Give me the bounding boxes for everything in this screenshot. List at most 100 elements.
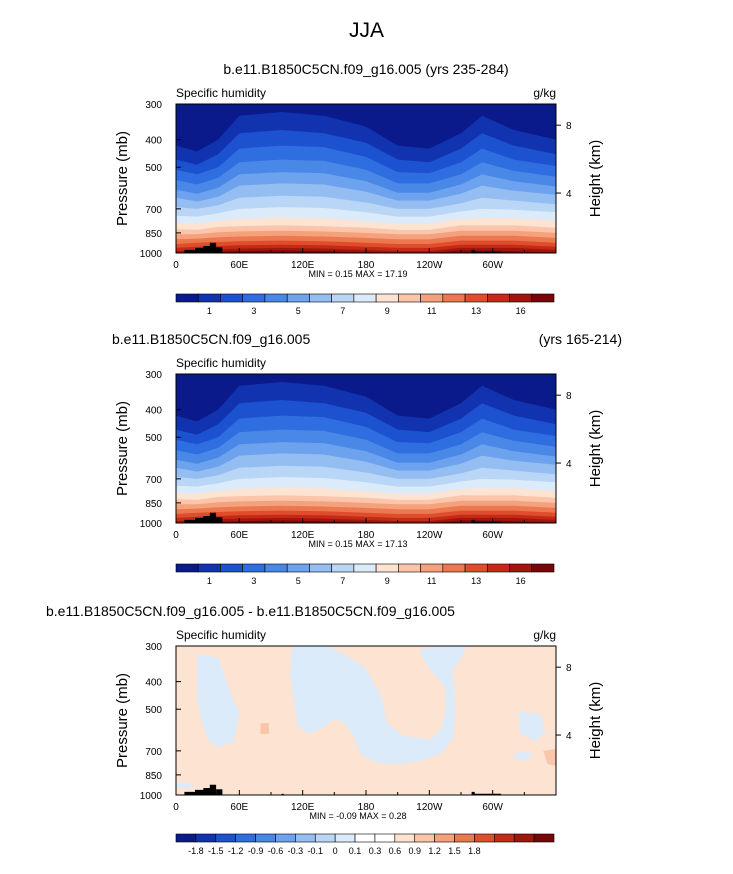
colorbar-box: [175, 833, 197, 843]
colorbar-box: [197, 563, 221, 573]
colorbar-box: [398, 293, 421, 303]
colorbar-label: 5: [296, 576, 301, 586]
x-tick-label: 120E: [291, 260, 315, 271]
y-tick-label: 400: [145, 136, 162, 147]
colorbar-label: 7: [340, 576, 345, 586]
diff-region-negative: [197, 654, 240, 748]
y-tick-label: 300: [145, 642, 162, 653]
colorbar-label: 9: [385, 576, 390, 586]
y-tick-label: 1000: [140, 519, 163, 530]
colorbar-label: 11: [427, 576, 436, 586]
y2-tick-label: 8: [566, 391, 572, 402]
colorbar-box: [242, 563, 266, 573]
colorbar-box: [375, 293, 399, 303]
colorbar-box: [494, 833, 515, 843]
y-tick-label: 500: [145, 163, 162, 174]
y-tick-label: 700: [145, 205, 162, 216]
colorbar-label: 1.2: [428, 846, 441, 856]
figure-title: JJA: [348, 19, 384, 42]
colorbar-label: 1: [207, 576, 212, 586]
colorbar-label: 11: [427, 306, 436, 316]
colorbar-label: 0.3: [369, 846, 382, 856]
diff-region-positive: [260, 723, 269, 734]
y-axis-title: Pressure (mb): [114, 673, 131, 768]
colorbar-box: [442, 563, 466, 573]
y-tick-label: 300: [145, 100, 162, 111]
y-axis-title: Pressure (mb): [114, 401, 131, 496]
x-tick-label: 60E: [230, 260, 248, 271]
units-label: g/kg: [533, 86, 556, 100]
colorbar-box: [533, 833, 555, 843]
colorbar-box: [464, 293, 488, 303]
x-tick-label: 120W: [416, 530, 443, 541]
colorbar-label: 5: [296, 306, 301, 316]
colorbar-box: [353, 293, 377, 303]
colorbar-box: [414, 833, 435, 843]
colorbar-label: 1: [207, 306, 212, 316]
colorbar-box: [215, 833, 236, 843]
colorbar-box: [220, 293, 244, 303]
colorbar-label: 0: [333, 846, 338, 856]
diff-region-positive: [543, 749, 556, 766]
diff-region-negative: [519, 711, 546, 742]
colorbar-label: 1.5: [448, 846, 461, 856]
x-tick-label: 180: [358, 530, 375, 541]
diff-region-negative: [511, 751, 535, 761]
x-tick-label: 60E: [230, 530, 248, 541]
x-tick-label: 60W: [482, 530, 503, 541]
colorbar-box: [220, 563, 244, 573]
variable-label: Specific humidity: [176, 628, 266, 642]
colorbar-box: [442, 293, 466, 303]
plot-area: [176, 104, 556, 253]
colorbar: 1 3 5 7 9 11 13 16: [175, 563, 555, 586]
stats-label: MIN = 0.15 MAX = 17.13: [308, 539, 407, 549]
terrain-mask: [184, 784, 217, 795]
terrain-mask: [471, 519, 502, 523]
x-tick-label: 60W: [482, 260, 503, 271]
colorbar-label: 16: [516, 306, 526, 316]
x-tick-label: 180: [358, 802, 375, 813]
x-tick-label: 120W: [416, 260, 443, 271]
variable-label: Specific humidity: [176, 356, 266, 370]
y-tick-label: 850: [145, 229, 162, 240]
x-tick-label: 60E: [230, 802, 248, 813]
colorbar-box: [531, 563, 555, 573]
colorbar-box: [331, 563, 355, 573]
units-label: g/kg: [533, 628, 556, 642]
colorbar-box: [509, 293, 533, 303]
terrain-mask: [216, 789, 223, 795]
colorbar-label: -0.3: [288, 846, 304, 856]
panel-top: 300 400 500 700 850 1000 4 8 0 60E 120E 180 120W 60W P…: [114, 61, 604, 316]
colorbar-box: [175, 293, 199, 303]
colorbar: -1.8 -1.5 -1.2 -0.9 -0.6 -0.3 -0.1 0 0.1 0.3 0.6 0.…: [175, 833, 555, 856]
colorbar-label: 13: [471, 306, 481, 316]
terrain-mask: [184, 512, 217, 523]
colorbar-box: [464, 563, 488, 573]
y-tick-label: 850: [145, 499, 162, 510]
y-tick-label: 1000: [140, 791, 163, 802]
variable-label: Specific humidity: [176, 86, 266, 100]
colorbar-label: 0.1: [349, 846, 362, 856]
colorbar-box: [197, 293, 221, 303]
y-tick-label: 300: [145, 370, 162, 381]
y2-axis-title: Height (km): [587, 140, 604, 218]
colorbar-box: [509, 563, 533, 573]
stats-label: MIN = -0.09 MAX = 0.28: [309, 811, 406, 821]
y2-axis-title: Height (km): [587, 682, 604, 760]
colorbar-box: [255, 833, 276, 843]
colorbar-label: 3: [251, 576, 256, 586]
x-tick-label: 120W: [416, 802, 443, 813]
colorbar-box: [286, 293, 310, 303]
y-tick-label: 500: [145, 433, 162, 444]
x-tick-label: 180: [358, 260, 375, 271]
y2-tick-label: 4: [566, 189, 572, 200]
colorbar-label: -0.1: [308, 846, 324, 856]
y2-axis-title: Height (km): [587, 410, 604, 488]
colorbar-box: [275, 833, 296, 843]
colorbar-box: [531, 293, 555, 303]
colorbar-box: [235, 833, 256, 843]
colorbar-label: -1.5: [208, 846, 224, 856]
colorbar-box: [314, 833, 336, 843]
colorbar-box: [454, 833, 475, 843]
